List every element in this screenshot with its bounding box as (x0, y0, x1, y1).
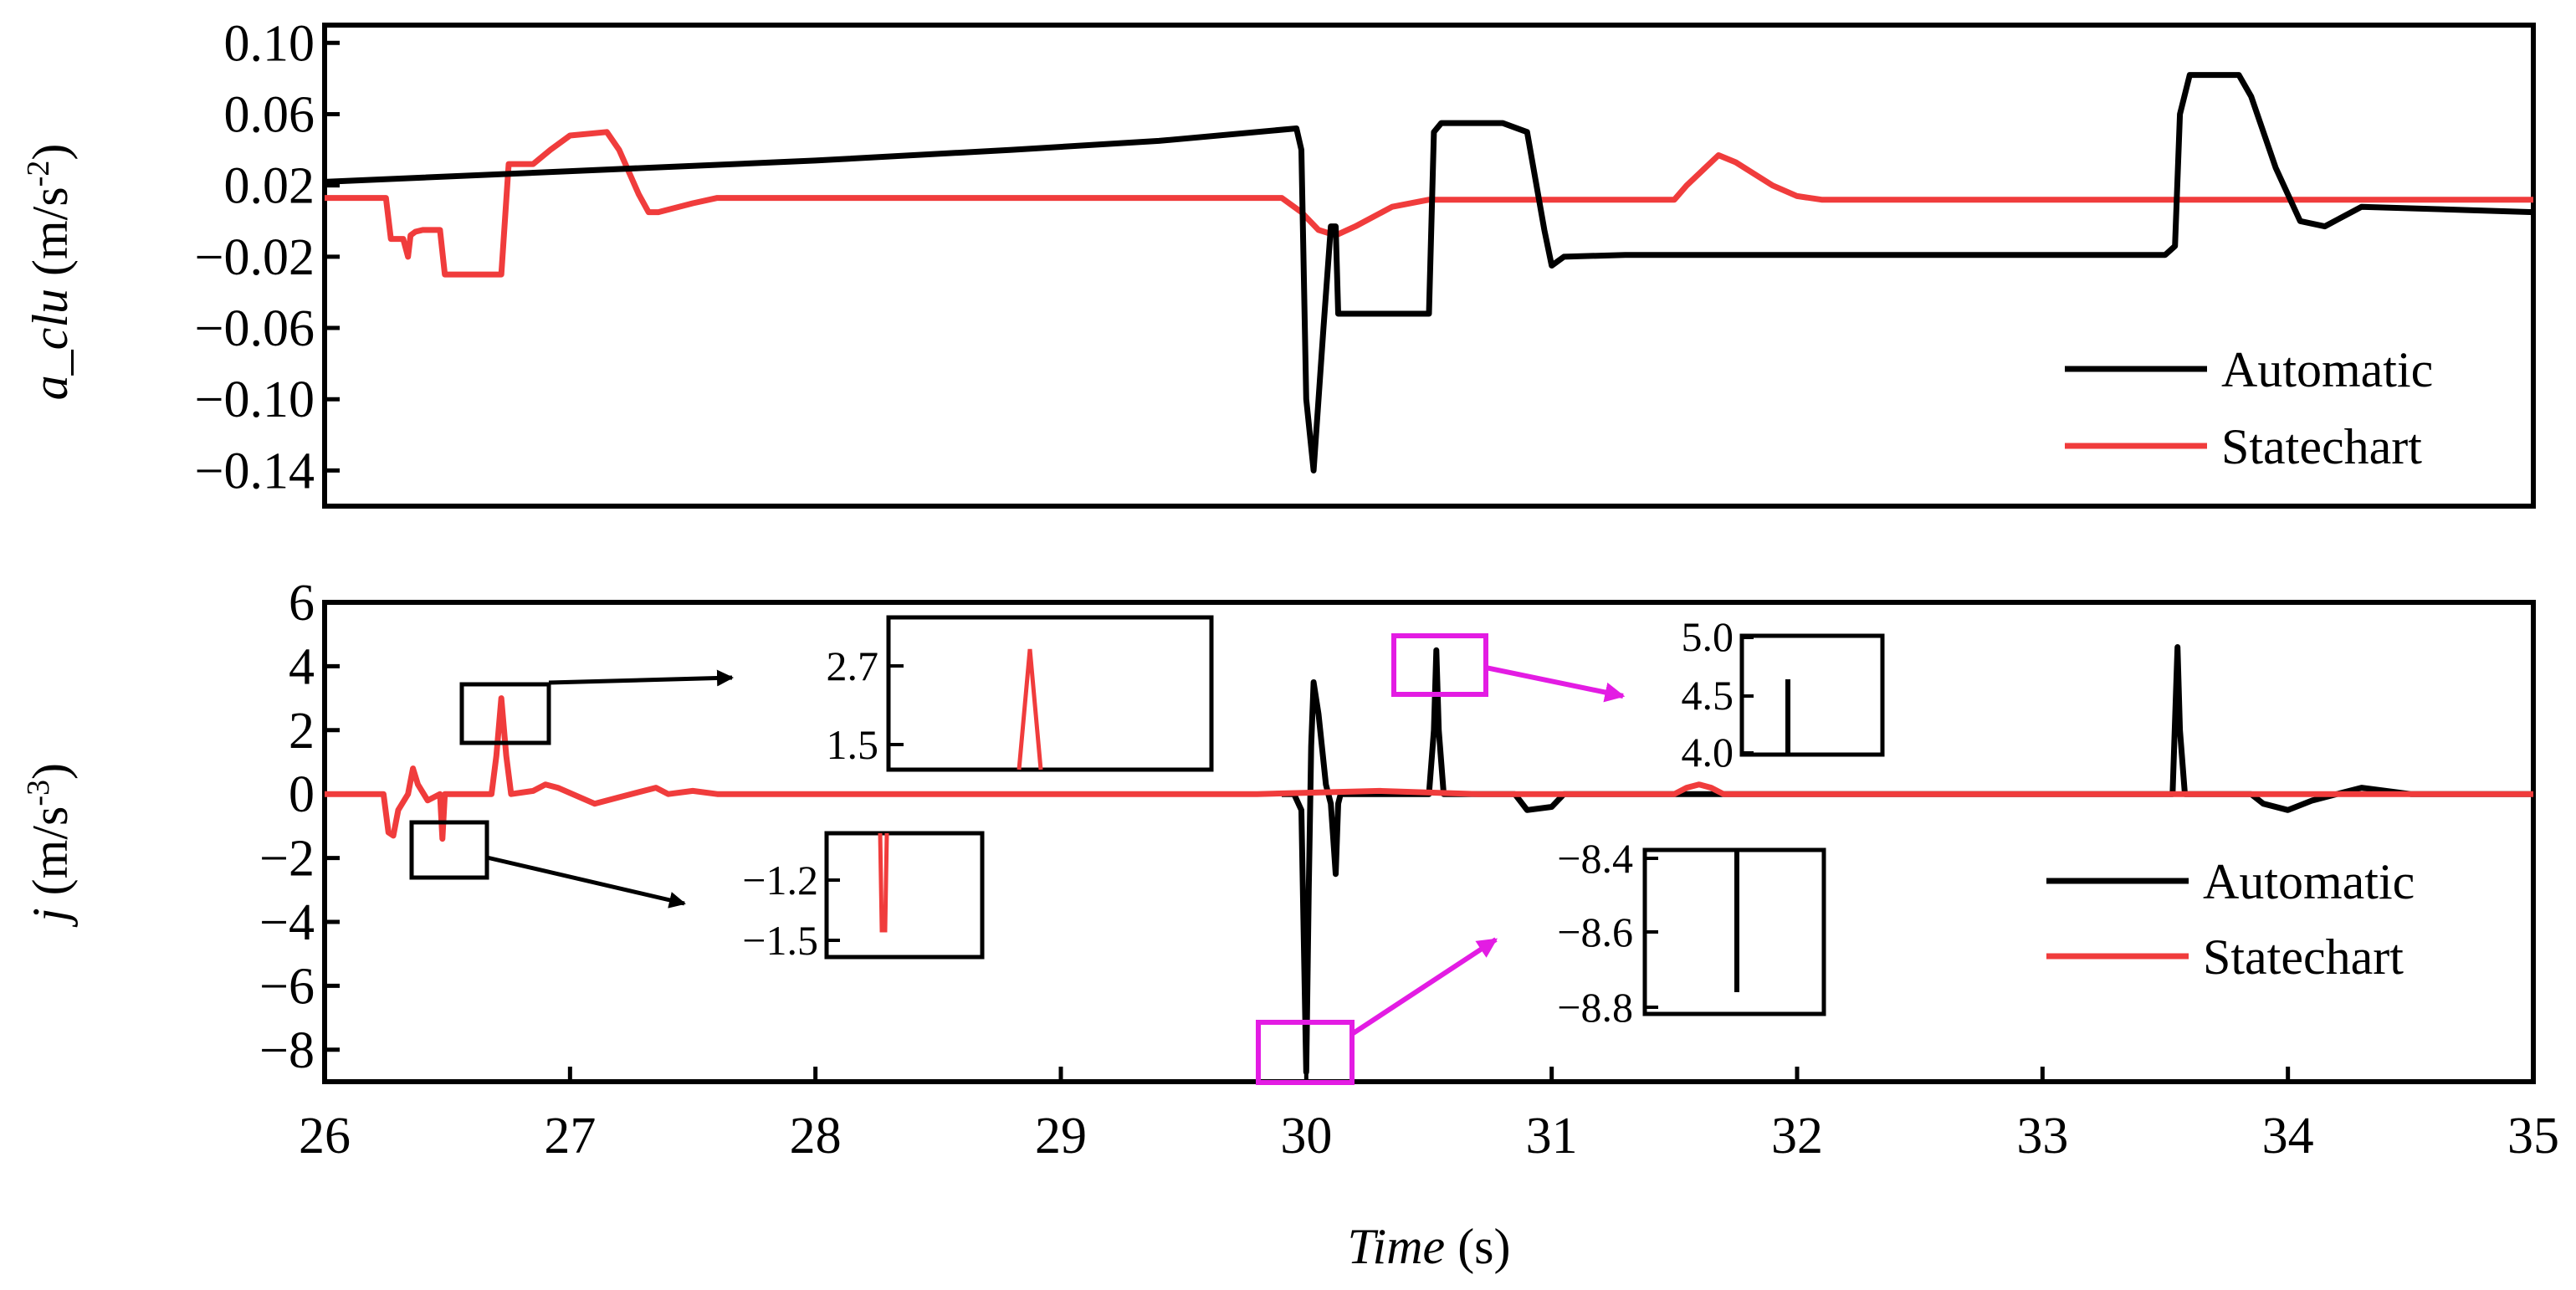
inset-1-frame (886, 615, 1214, 772)
top-legend: Automatic Statechart (2065, 342, 2433, 474)
arrow-to-inset2 (486, 855, 686, 909)
bottom-x-ticks (322, 1067, 2536, 1082)
bot-x-tick-label: 26 (299, 1108, 351, 1165)
bottom-series-group (325, 644, 2533, 1075)
inset-2-tick-label: −1.5 (742, 917, 818, 964)
bot-y-tick-label: 0 (289, 766, 315, 823)
bot-y-tick-label: −2 (259, 831, 315, 888)
top-series-automatic (324, 72, 2534, 474)
highlight-box-peak-automatic (1391, 633, 1488, 697)
top-y-ticks (325, 40, 340, 473)
inset-1-statechart-line (1017, 648, 1043, 770)
top-y-tick-label: −0.14 (195, 443, 315, 499)
arrow-to-inset3 (1485, 665, 1626, 703)
top-y-axis-title: a_clu (m/s-2) (21, 144, 78, 401)
bot-x-tick-label: 30 (1280, 1108, 1332, 1165)
bottom-legend: Automatic Statechart (2046, 854, 2415, 985)
top-y-tick-label: −0.10 (195, 371, 315, 428)
top-y-tick-labels: 0.10 0.06 0.02 −0.02 −0.06 −0.10 −0.14 (195, 15, 315, 499)
inset-4-tick-label: −8.4 (1557, 835, 1633, 882)
bottom-legend-label-statechart: Statechart (2203, 929, 2404, 985)
bot-y-tick-label: 2 (289, 703, 315, 760)
inset-3: 5.0 4.5 4.0 (1682, 613, 1885, 776)
inset-3-tick-label: 5.0 (1682, 613, 1734, 660)
top-y-tick-label: 0.06 (224, 86, 315, 143)
bot-x-tick-label: 28 (790, 1108, 842, 1165)
bot-y-tick-label: −6 (259, 958, 315, 1015)
top-legend-label-automatic: Automatic (2221, 342, 2433, 397)
inset-2-frame (824, 831, 985, 960)
bottom-plot-frame (322, 600, 2536, 1084)
bot-x-tick-label: 33 (2016, 1108, 2068, 1165)
bot-x-tick-label: 34 (2262, 1108, 2314, 1165)
highlight-box-dip-statechart (409, 820, 489, 880)
bot-y-tick-label: 6 (289, 575, 315, 632)
bot-x-tick-label: 29 (1035, 1108, 1087, 1165)
bot-y-tick-label: 4 (289, 638, 315, 695)
top-plot-frame (322, 23, 2536, 509)
top-y-tick-label: −0.02 (195, 229, 315, 286)
inset-4-tick-label: −8.8 (1557, 984, 1633, 1031)
inset-3-frame (1739, 633, 1885, 757)
top-y-tick-label: 0.10 (224, 15, 315, 72)
top-panel: 0.10 0.06 0.02 −0.02 −0.06 −0.10 −0.14 a_clu (… (21, 15, 2536, 509)
highlight-box-min-automatic (1256, 1020, 1355, 1085)
top-y-tick-label: 0.02 (224, 158, 315, 215)
bot-y-tick-label: −8 (259, 1022, 315, 1079)
inset-2: −1.2 −1.5 (742, 831, 985, 964)
bot-x-tick-label: 32 (1771, 1108, 1823, 1165)
bottom-panel: 6 4 2 0 −2 −4 −6 −8 26 27 28 29 30 31 32 33 34 35 j (m/s… (21, 575, 2559, 1274)
top-y-tick-label: −0.06 (195, 300, 315, 357)
inset-4-tick-label: −8.6 (1557, 909, 1633, 955)
bot-y-tick-label: −4 (259, 894, 315, 951)
bot-series-statechart (325, 695, 2533, 842)
inset-1-tick-label: 2.7 (827, 642, 879, 689)
arrow-to-inset4 (1350, 937, 1498, 1037)
bot-x-tick-label: 31 (1526, 1108, 1578, 1165)
top-series-statechart (325, 129, 2533, 278)
bottom-y-tick-labels: 6 4 2 0 −2 −4 −6 −8 (259, 575, 315, 1079)
x-axis-title: Time (s) (1347, 1219, 1510, 1274)
inset-2-statechart-line (878, 832, 889, 933)
top-series-group (324, 72, 2534, 474)
arrow-to-inset1 (548, 669, 734, 687)
inset-2-tick-label: −1.2 (742, 857, 818, 904)
bottom-y-axis-title: j (m/s-3) (21, 763, 78, 928)
bottom-legend-label-automatic: Automatic (2203, 854, 2415, 909)
inset-3-tick-label: 4.0 (1682, 729, 1734, 776)
inset-4: −8.4 −8.6 −8.8 (1557, 835, 1826, 1031)
bot-x-tick-label: 27 (544, 1108, 596, 1165)
inset-3-tick-label: 4.5 (1682, 672, 1734, 719)
zoom-annotations (409, 633, 1626, 1085)
top-legend-label-statechart: Statechart (2221, 419, 2422, 474)
highlight-box-peak-statechart (459, 682, 551, 745)
bottom-x-tick-labels: 26 27 28 29 30 31 32 33 34 35 (299, 1108, 2559, 1165)
inset-1-tick-label: 1.5 (827, 721, 879, 768)
inset-1: 2.7 1.5 (827, 615, 1214, 772)
bot-x-tick-label: 35 (2507, 1108, 2559, 1165)
